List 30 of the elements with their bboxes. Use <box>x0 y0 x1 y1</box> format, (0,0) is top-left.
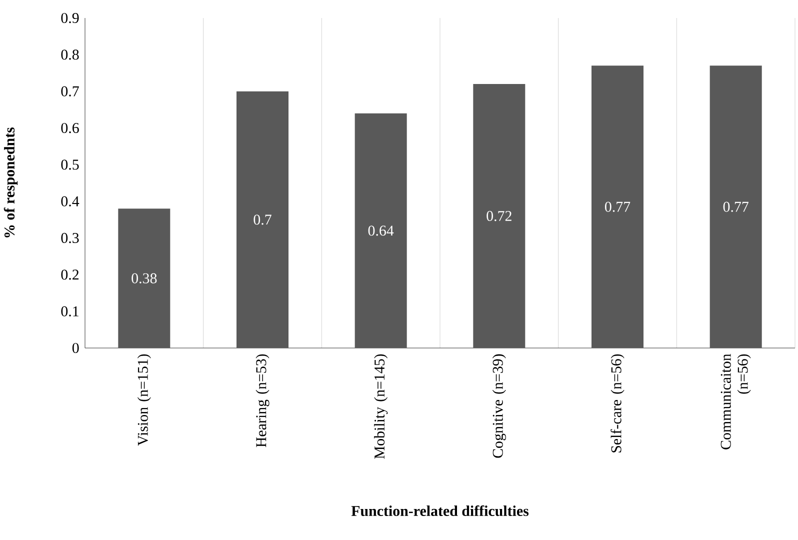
x-axis-title: Function-related difficulties <box>351 505 529 516</box>
y-tick-label: 0.2 <box>61 270 79 280</box>
data-label: 0.77 <box>723 202 748 212</box>
y-tick-label: 0.6 <box>61 122 79 134</box>
y-tick-label: 0.5 <box>61 160 79 170</box>
y-tick-label: 0.4 <box>61 196 80 206</box>
x-tick-label: Self-care (n=56) <box>610 354 624 452</box>
bar <box>473 84 526 348</box>
bar <box>236 91 288 348</box>
x-tick-label: Mobility (n=145) <box>374 354 388 459</box>
bar <box>118 208 170 348</box>
y-tick-label: 0.7 <box>61 86 79 96</box>
data-label: 0.77 <box>604 202 630 212</box>
data-label: 0.72 <box>486 210 512 222</box>
data-label: 0.7 <box>254 214 272 225</box>
bar <box>710 66 762 348</box>
data-label: 0.64 <box>368 226 394 236</box>
data-label: 0.38 <box>132 273 157 284</box>
y-tick-label: 0.8 <box>61 50 79 60</box>
x-tick-label: Communicaiton (n=56) <box>720 354 751 450</box>
bar <box>592 66 644 348</box>
y-tick-label: 0.3 <box>61 232 79 244</box>
y-tick-label: 0 <box>72 342 79 354</box>
bar <box>354 113 407 348</box>
y-tick-label: 0.9 <box>61 12 79 24</box>
y-axis-title: % of responednts <box>4 127 18 238</box>
x-tick-label: Cognitive (n=39) <box>492 354 506 458</box>
x-tick-label: Hearing (n=53) <box>256 354 270 448</box>
y-tick-label: 0.1 <box>61 306 78 316</box>
x-tick-label: Vision (n=151) <box>137 354 151 446</box>
